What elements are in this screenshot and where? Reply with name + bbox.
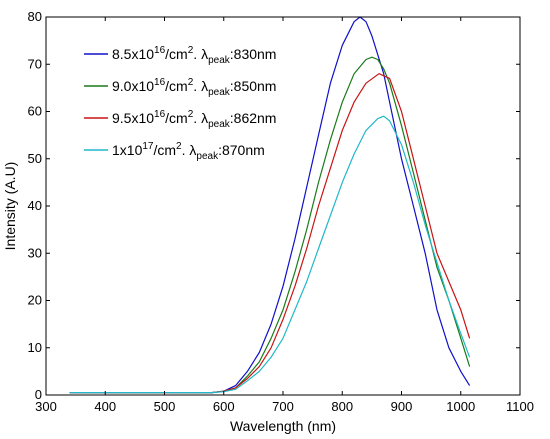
y-axis-title: Intensity (A.U) xyxy=(2,162,18,251)
x-tick-label: 500 xyxy=(154,399,176,414)
x-tick-label: 1100 xyxy=(506,399,534,414)
y-tick-label: 30 xyxy=(28,245,42,260)
y-tick-label: 40 xyxy=(28,198,42,213)
x-tick-label: 400 xyxy=(94,399,116,414)
x-tick-label: 700 xyxy=(272,399,294,414)
y-tick-label: 0 xyxy=(35,387,42,402)
y-tick-label: 70 xyxy=(28,56,42,71)
x-tick-label: 1000 xyxy=(446,399,475,414)
y-tick-label: 20 xyxy=(28,293,42,308)
y-tick-label: 10 xyxy=(28,340,42,355)
x-tick-label: 900 xyxy=(391,399,413,414)
y-tick-label: 60 xyxy=(28,104,42,119)
y-tick-label: 50 xyxy=(28,151,42,166)
x-tick-label: 600 xyxy=(213,399,235,414)
y-tick-label: 80 xyxy=(28,9,42,24)
x-axis-title: Wavelength (nm) xyxy=(230,418,336,434)
x-tick-label: 800 xyxy=(331,399,353,414)
